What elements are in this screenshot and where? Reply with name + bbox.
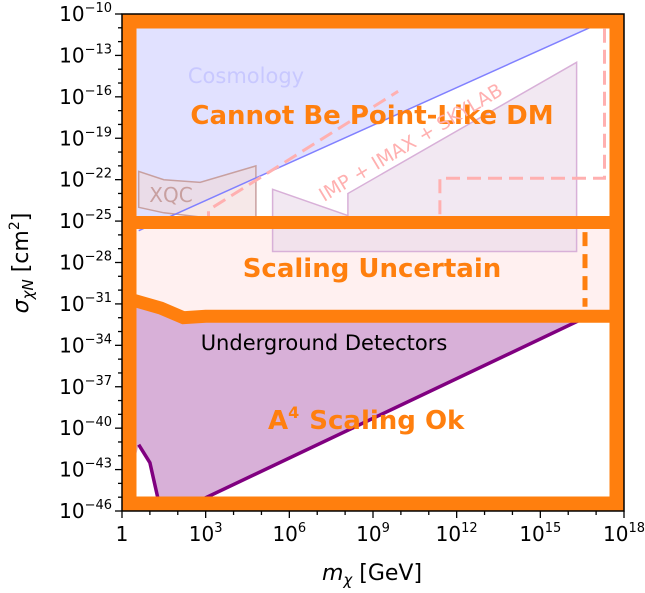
y-label-unit: [cm [9,230,34,279]
y-tick-label: 10−22 [59,167,112,192]
x-tick-label: 106 [272,521,306,546]
y-label-unit-end: ] [9,213,34,222]
x-tick-label: 1 [116,522,129,546]
y-tick-label: 10−43 [59,457,112,482]
y-label-unit-sup: 2 [7,221,23,230]
x-tick-label: 1018 [603,521,645,546]
y-label-sym: σ [9,298,34,313]
y-tick-label: 10−31 [59,291,112,316]
imp-region [271,61,578,253]
a4-sup: 4 [288,403,299,422]
annotation-underground: Underground Detectors [201,331,448,355]
y-tick-label: 10−28 [59,250,112,275]
x-label-sub: χ [342,571,353,589]
annotation-scaling-uncertain: Scaling Uncertain [243,254,502,284]
annotation-xqc: XQC [149,183,192,207]
underground-region [122,297,585,511]
annotation-cosmology: Cosmology [188,64,304,88]
lower-band-boundary [122,290,624,325]
x-tick-label: 103 [189,521,223,546]
y-label-sub: χN [19,279,37,300]
x-label-sym: m [322,561,343,586]
cosmology-boundary-line [138,21,603,232]
annotation-a4-scaling: A4 Scaling Ok [268,403,465,436]
y-tick-label: 10−37 [59,374,112,399]
y-tick-label: 10−13 [59,42,112,67]
xqc-region [137,164,257,220]
y-axis-label: σχN [cm2] [7,213,37,314]
y-tick-label: 10−19 [59,125,112,150]
regions-layer [122,14,624,511]
a4-base: A [268,406,288,436]
orange-frame [121,13,625,512]
y-tick-label: 10−25 [59,208,112,233]
y-tick-label: 10−40 [59,415,112,440]
x-tick-label: 109 [356,521,390,546]
x-tick-label: 1012 [436,521,478,546]
y-tick-label: 10−16 [59,84,112,109]
cosmology-region [122,14,624,239]
x-label-unit: [GeV] [352,561,422,586]
y-tick-label: 10−46 [59,498,112,523]
annotation-cannot-be-point-like: Cannot Be Point-Like DM [190,101,553,131]
y-tick-label: 10−10 [59,1,112,26]
y-tick-label: 10−34 [59,332,112,357]
tick-layer: 1 103 106 109 1012 1015 1018 10−10 10−13 10−16 10−… [59,1,645,546]
a4-rest: Scaling Ok [309,406,465,436]
x-axis-label: mχ [GeV] [322,561,422,589]
x-tick-label: 1015 [519,521,561,546]
